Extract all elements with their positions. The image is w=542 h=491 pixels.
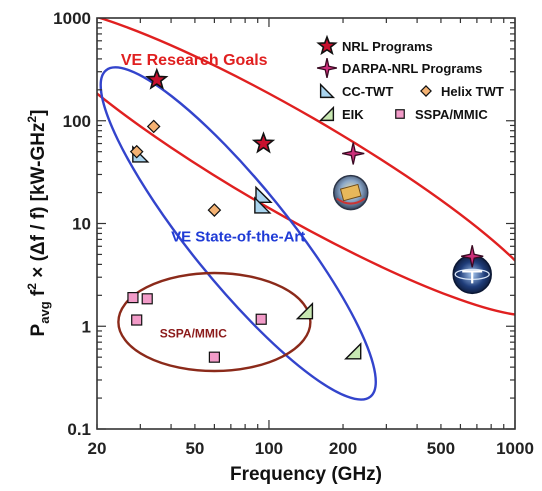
legend-marker [316, 34, 338, 56]
legend-label: SSPA/MMIC [415, 107, 488, 122]
data-point [129, 144, 144, 159]
y-label-avg: avg [37, 301, 52, 323]
legend-item: CC-TWT [319, 82, 393, 99]
series-eik [295, 302, 362, 360]
axis-ticks [96, 18, 516, 430]
data-point [295, 302, 314, 320]
series-helix-twt [129, 119, 222, 217]
data-point [461, 245, 484, 268]
legend: NRL Programs DARPA-NRL Programs CC-TWT Heli… [316, 34, 504, 122]
data-point [251, 131, 276, 154]
y-label-close: ] [28, 110, 49, 116]
y-label-mid: × (Δf / f) [kW-GHz [28, 123, 49, 284]
region-label: VE Research Goals [121, 52, 268, 69]
hi-five-logo [333, 174, 369, 211]
region-ellipse [117, 271, 312, 373]
legend-item: DARPA-NRL Programs [316, 57, 482, 79]
legend-item: NRL Programs [316, 34, 433, 56]
y-label-f: f [28, 289, 49, 301]
data-point [254, 196, 272, 214]
y-tick-label: 0.1 [67, 420, 91, 439]
data-points [127, 67, 484, 363]
y-axis-label: Pavg f2 × (Δf / f) [kW-GHz2] [25, 110, 52, 337]
data-point [344, 342, 362, 360]
y-label-sup1: 2 [25, 283, 39, 290]
region-label: VE State-of-the-Art [171, 228, 305, 245]
thz-logo [452, 254, 492, 295]
x-axis-label: Frequency (GHz) [230, 464, 382, 485]
y-label-p: P [28, 323, 49, 336]
y-label-sup2: 2 [25, 116, 39, 123]
legend-label: CC-TWT [342, 84, 393, 99]
data-point [145, 67, 169, 90]
region-label: SSPA/MMIC [160, 326, 227, 340]
data-point [146, 119, 161, 134]
x-tick-label: 200 [329, 439, 357, 458]
legend-marker [316, 57, 338, 79]
series-sspa-mmic [127, 292, 267, 363]
logos [333, 174, 492, 295]
legend-marker [318, 105, 335, 122]
y-tick-label: 1000 [53, 9, 91, 28]
y-tick-label: 1 [82, 317, 91, 336]
y-tick-label: 10 [72, 215, 91, 234]
region-labels: VE Research Goals VE State-of-the-Art SSPA… [121, 52, 305, 340]
legend-label: EIK [342, 107, 364, 122]
legend-marker [395, 109, 405, 119]
y-tick-label: 100 [63, 112, 91, 131]
legend-marker [420, 85, 432, 97]
legend-item: SSPA/MMIC [395, 107, 488, 122]
legend-label: Helix TWT [441, 84, 504, 99]
data-point [127, 292, 139, 304]
data-point [342, 142, 365, 165]
x-tick-label: 500 [427, 439, 455, 458]
data-point [131, 314, 143, 326]
data-point [207, 203, 222, 217]
x-tick-label: 1000 [496, 439, 534, 458]
legend-item: Helix TWT [420, 84, 504, 99]
legend-label: DARPA-NRL Programs [342, 61, 482, 76]
legend-marker [319, 82, 336, 99]
data-point [141, 293, 153, 305]
x-tick-label: 50 [185, 439, 204, 458]
data-point [208, 351, 220, 363]
tick-labels: 20 50 100 200 500 1000 0.1 1 10 100 1000 [53, 9, 534, 458]
region-ellipse [97, 18, 515, 317]
regions [97, 18, 515, 401]
x-tick-label: 100 [255, 439, 283, 458]
region-ellipse [99, 66, 377, 401]
series-darpa-nrl-programs [342, 142, 484, 268]
legend-label: NRL Programs [342, 39, 433, 54]
data-point [255, 185, 273, 204]
data-point [255, 313, 267, 325]
legend-item: EIK [318, 105, 364, 122]
series-nrl-programs [145, 67, 276, 154]
x-tick-label: 20 [88, 439, 107, 458]
